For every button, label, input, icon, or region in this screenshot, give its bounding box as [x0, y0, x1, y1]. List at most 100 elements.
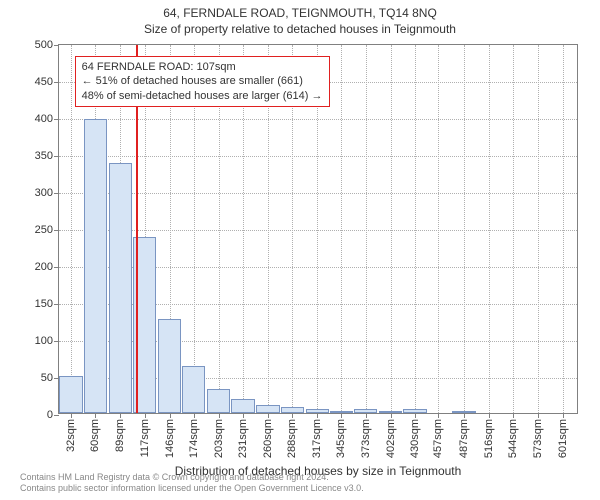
chart-root: 64, FERNDALE ROAD, TEIGNMOUTH, TQ14 8NQ … [0, 0, 600, 500]
ytick-mark [54, 119, 59, 120]
ytick-label: 0 [47, 409, 53, 421]
gridline-vertical [464, 45, 465, 413]
xtick-mark [341, 413, 342, 418]
plot-area: 05010015020025030035040045050032sqm60sqm… [58, 44, 578, 414]
ytick-label: 200 [35, 261, 53, 273]
xtick-label: 60sqm [89, 419, 101, 452]
xtick-mark [219, 413, 220, 418]
xtick-label: 373sqm [360, 419, 372, 458]
xtick-mark [464, 413, 465, 418]
xtick-mark [489, 413, 490, 418]
xtick-mark [366, 413, 367, 418]
xtick-label: 146sqm [164, 419, 176, 458]
histogram-bar [231, 399, 254, 413]
xtick-label: 260sqm [262, 419, 274, 458]
xtick-mark [538, 413, 539, 418]
xtick-label: 203sqm [213, 419, 225, 458]
xtick-mark [563, 413, 564, 418]
xtick-label: 402sqm [385, 419, 397, 458]
ytick-label: 400 [35, 113, 53, 125]
plot: 05010015020025030035040045050032sqm60sqm… [58, 44, 578, 414]
subtitle: Size of property relative to detached ho… [0, 22, 600, 38]
histogram-bar [109, 163, 132, 413]
xtick-label: 174sqm [188, 419, 200, 458]
ytick-mark [54, 304, 59, 305]
ytick-label: 50 [41, 372, 53, 384]
histogram-bar [281, 407, 304, 413]
gridline-vertical [71, 45, 72, 413]
ytick-mark [54, 193, 59, 194]
ytick-mark [54, 156, 59, 157]
gridline-vertical [513, 45, 514, 413]
histogram-bar [379, 411, 402, 413]
histogram-bar [158, 319, 181, 413]
xtick-mark [71, 413, 72, 418]
ytick-mark [54, 82, 59, 83]
xtick-label: 117sqm [139, 419, 151, 457]
xtick-mark [438, 413, 439, 418]
ytick-label: 350 [35, 150, 53, 162]
xtick-label: 288sqm [286, 419, 298, 458]
xtick-label: 231sqm [237, 419, 249, 458]
histogram-bar [354, 409, 377, 413]
titles: 64, FERNDALE ROAD, TEIGNMOUTH, TQ14 8NQ … [0, 0, 600, 37]
xtick-label: 317sqm [311, 419, 323, 458]
histogram-bar [403, 409, 426, 413]
xtick-label: 544sqm [507, 419, 519, 458]
xtick-mark [95, 413, 96, 418]
histogram-bar [207, 389, 230, 413]
xtick-mark [120, 413, 121, 418]
ytick-mark [54, 341, 59, 342]
annotation-line: ← 51% of detached houses are smaller (66… [82, 74, 323, 88]
gridline-vertical [563, 45, 564, 413]
xtick-mark [415, 413, 416, 418]
attribution-footer: Contains HM Land Registry data © Crown c… [20, 472, 364, 494]
ytick-mark [54, 45, 59, 46]
xtick-label: 345sqm [335, 419, 347, 458]
annotation-box: 64 FERNDALE ROAD: 107sqm← 51% of detache… [75, 56, 330, 107]
xtick-label: 601sqm [557, 419, 569, 458]
xtick-mark [317, 413, 318, 418]
gridline-vertical [415, 45, 416, 413]
gridline-vertical [341, 45, 342, 413]
xtick-mark [170, 413, 171, 418]
xtick-mark [292, 413, 293, 418]
histogram-bar [84, 119, 107, 413]
ytick-mark [54, 230, 59, 231]
gridline-vertical [391, 45, 392, 413]
histogram-bar [182, 366, 205, 413]
gridline-vertical [366, 45, 367, 413]
xtick-mark [243, 413, 244, 418]
histogram-bar [330, 411, 353, 413]
xtick-mark [145, 413, 146, 418]
xtick-mark [194, 413, 195, 418]
gridline-vertical [489, 45, 490, 413]
histogram-bar [452, 411, 475, 413]
gridline-vertical [438, 45, 439, 413]
ytick-label: 250 [35, 224, 53, 236]
xtick-label: 573sqm [532, 419, 544, 458]
ytick-label: 450 [35, 76, 53, 88]
ytick-label: 500 [35, 39, 53, 51]
xtick-label: 430sqm [409, 419, 421, 458]
xtick-mark [268, 413, 269, 418]
xtick-label: 516sqm [483, 419, 495, 458]
ytick-mark [54, 267, 59, 268]
xtick-mark [391, 413, 392, 418]
annotation-line: 64 FERNDALE ROAD: 107sqm [82, 60, 323, 74]
xtick-label: 457sqm [432, 419, 444, 458]
ytick-label: 300 [35, 187, 53, 199]
xtick-label: 89sqm [114, 419, 126, 452]
ytick-label: 150 [35, 298, 53, 310]
histogram-bar [306, 409, 329, 413]
ytick-mark [54, 378, 59, 379]
histogram-bar [59, 376, 82, 413]
footer-line-2: Contains public sector information licen… [20, 483, 364, 494]
gridline-vertical [538, 45, 539, 413]
annotation-line: 48% of semi-detached houses are larger (… [82, 89, 323, 103]
xtick-mark [513, 413, 514, 418]
histogram-bar [256, 405, 279, 413]
ytick-label: 100 [35, 335, 53, 347]
footer-line-1: Contains HM Land Registry data © Crown c… [20, 472, 364, 483]
ytick-mark [54, 415, 59, 416]
